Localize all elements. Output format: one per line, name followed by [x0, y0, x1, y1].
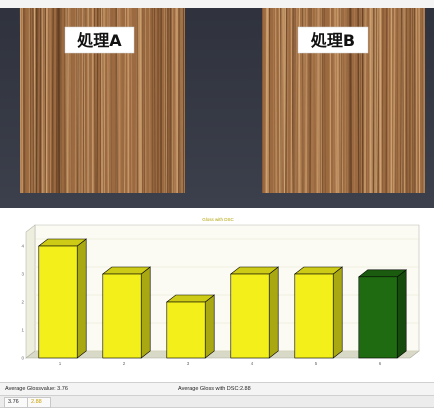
average-gloss-text: Average Glossvalue: 3.76	[5, 386, 68, 392]
bars	[37, 238, 408, 359]
y-tick-label: 1	[21, 328, 24, 333]
y-tick-label: 2	[21, 300, 24, 305]
gloss-bar-chart: Gloss with DSC 0 1 2 3 4 1 2 3 4 5 6	[21, 217, 420, 366]
x-tick-label: 1	[59, 361, 62, 366]
dsc-value-cell: 2.88	[27, 397, 51, 408]
plot-left-wall	[25, 224, 36, 359]
y-tick-label: 4	[21, 244, 24, 249]
label-b-text: 処理B	[311, 31, 355, 50]
y-tick-labels: 0 1 2 3 4	[21, 244, 24, 361]
x-tick-label: 3	[187, 361, 190, 366]
gloss-chart-panel: Gloss with DSC 0 1 2 3 4 1 2 3 4 5 6	[0, 210, 434, 411]
y-tick-label: 0	[21, 356, 24, 361]
average-value-cell: 3.76	[4, 397, 28, 408]
photo-top-margin	[0, 0, 434, 8]
bar	[37, 238, 88, 359]
average-gloss-dsc-text: Average Gloss with DSC:2.88	[178, 386, 251, 392]
x-tick-label: 2	[123, 361, 126, 366]
bar	[101, 266, 152, 359]
label-box-b: 処理B	[297, 26, 369, 54]
bar	[165, 294, 216, 359]
x-tick-label: 5	[315, 361, 318, 366]
status-bar: Average Glossvalue: 3.76 Average Gloss w…	[0, 378, 434, 411]
x-tick-label: 6	[379, 361, 382, 366]
label-box-a: 処理A	[64, 26, 135, 54]
bar	[229, 266, 280, 359]
hair-swatch-photo: 処理A 処理B	[0, 0, 434, 208]
label-a-text: 処理A	[77, 31, 122, 50]
value-cells: 3.76 2.88	[0, 396, 434, 408]
chart-title: Gloss with DSC	[202, 217, 234, 222]
bar	[357, 269, 408, 359]
x-tick-labels: 1 2 3 4 5 6	[59, 361, 382, 366]
grid-lines	[35, 238, 419, 352]
y-tick-label: 3	[21, 272, 24, 277]
x-tick-label: 4	[251, 361, 254, 366]
status-line: Average Glossvalue: 3.76 Average Gloss w…	[0, 382, 434, 396]
bar	[293, 266, 344, 359]
